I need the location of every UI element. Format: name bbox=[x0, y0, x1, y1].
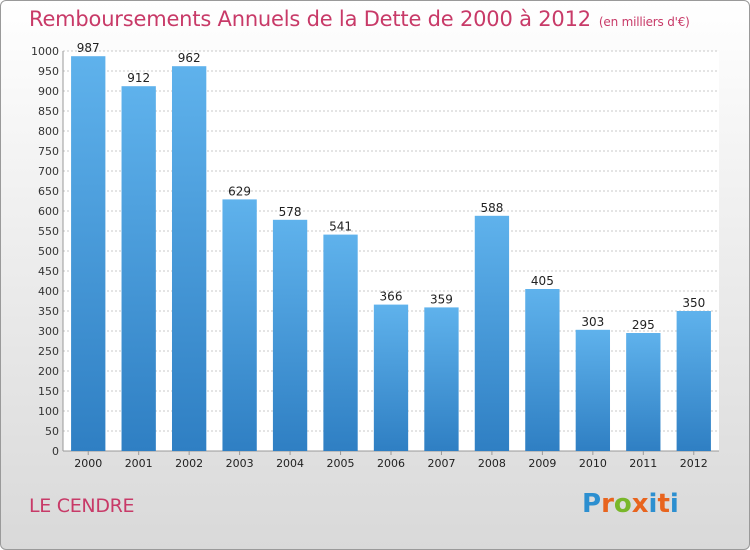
data-label: 629 bbox=[228, 184, 251, 198]
bar bbox=[474, 215, 510, 451]
bar bbox=[222, 199, 257, 451]
x-tick-label: 2007 bbox=[427, 457, 455, 470]
data-label: 295 bbox=[632, 318, 655, 332]
logo-letter: x bbox=[631, 489, 649, 519]
y-tick-label: 900 bbox=[38, 85, 59, 98]
y-tick-label: 300 bbox=[38, 325, 59, 338]
logo-letter: P bbox=[582, 489, 602, 519]
bar bbox=[626, 333, 661, 451]
y-tick-label: 350 bbox=[38, 305, 59, 318]
y-tick-label: 750 bbox=[38, 145, 59, 158]
x-tick-label: 2005 bbox=[327, 457, 355, 470]
data-label: 359 bbox=[430, 292, 453, 306]
bar bbox=[575, 329, 611, 451]
y-tick-label: 600 bbox=[38, 205, 59, 218]
data-label: 350 bbox=[682, 296, 705, 310]
y-tick-label: 1000 bbox=[31, 45, 59, 58]
data-label: 366 bbox=[380, 290, 403, 304]
y-tick-label: 150 bbox=[38, 385, 59, 398]
data-label: 588 bbox=[480, 201, 503, 215]
x-tick-label: 2004 bbox=[276, 457, 304, 470]
x-tick-label: 2001 bbox=[125, 457, 153, 470]
x-tick-label: 2002 bbox=[175, 457, 203, 470]
x-tick-label: 2010 bbox=[579, 457, 607, 470]
bar bbox=[676, 311, 711, 451]
data-label: 578 bbox=[279, 205, 302, 219]
x-tick-label: 2006 bbox=[377, 457, 405, 470]
y-tick-label: 500 bbox=[38, 245, 59, 258]
y-tick-label: 400 bbox=[38, 285, 59, 298]
data-label: 962 bbox=[178, 51, 201, 65]
bar bbox=[71, 56, 106, 451]
title-text: Remboursements Annuels de la Dette de 20… bbox=[29, 7, 591, 31]
bar bbox=[272, 219, 308, 451]
data-label: 987 bbox=[77, 41, 100, 55]
y-tick-label: 550 bbox=[38, 225, 59, 238]
logo-letter: t bbox=[657, 489, 670, 519]
data-label: 541 bbox=[329, 220, 352, 234]
logo-letter: i bbox=[648, 489, 658, 519]
x-tick-label: 2012 bbox=[680, 457, 708, 470]
y-tick-label: 0 bbox=[52, 445, 59, 458]
y-tick-label: 650 bbox=[38, 185, 59, 198]
y-tick-label: 850 bbox=[38, 105, 59, 118]
logo-letter: r bbox=[601, 489, 614, 519]
y-tick-label: 100 bbox=[38, 405, 59, 418]
x-tick-label: 2000 bbox=[74, 457, 102, 470]
proxiti-logo: Proxiti bbox=[582, 489, 679, 519]
bar bbox=[171, 66, 207, 451]
data-label: 303 bbox=[581, 315, 604, 329]
data-label: 405 bbox=[531, 274, 554, 288]
y-tick-label: 700 bbox=[38, 165, 59, 178]
x-tick-label: 2009 bbox=[528, 457, 556, 470]
y-tick-label: 800 bbox=[38, 125, 59, 138]
y-tick-label: 450 bbox=[38, 265, 59, 278]
unit-label: (en milliers d'€) bbox=[598, 15, 690, 29]
data-label: 912 bbox=[127, 71, 150, 85]
x-tick-label: 2011 bbox=[629, 457, 657, 470]
logo-letter: i bbox=[669, 489, 679, 519]
y-tick-label: 950 bbox=[38, 65, 59, 78]
logo-letter: o bbox=[613, 489, 632, 519]
chart-title: Remboursements Annuels de la Dette de 20… bbox=[29, 7, 690, 31]
bar bbox=[525, 289, 560, 451]
y-tick-label: 50 bbox=[45, 425, 59, 438]
commune-name: LE CENDRE bbox=[29, 495, 135, 517]
y-tick-label: 250 bbox=[38, 345, 59, 358]
x-tick-label: 2003 bbox=[226, 457, 254, 470]
bar bbox=[121, 86, 156, 451]
y-tick-label: 200 bbox=[38, 365, 59, 378]
bar bbox=[323, 234, 358, 451]
bar bbox=[373, 304, 409, 451]
x-tick-label: 2008 bbox=[478, 457, 506, 470]
bar bbox=[424, 307, 459, 451]
